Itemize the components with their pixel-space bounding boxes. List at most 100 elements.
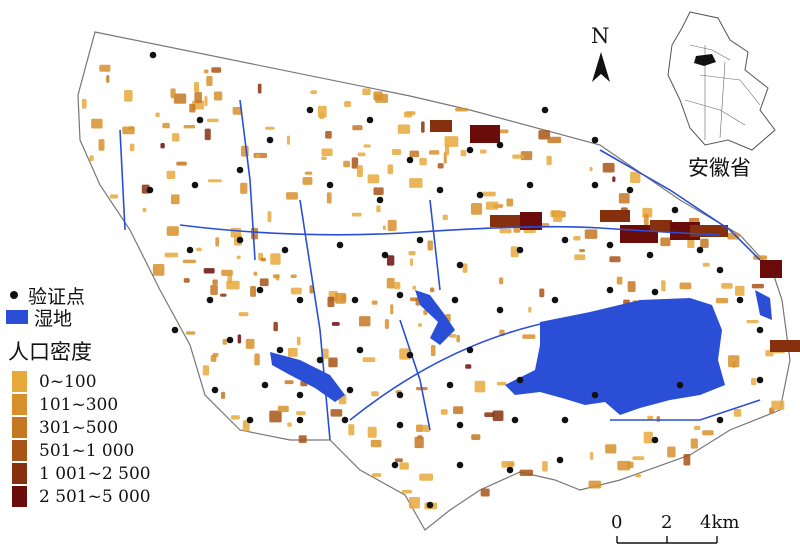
density-patch: [284, 380, 294, 385]
validation-point: [266, 136, 274, 144]
wetland-east-fringe: [755, 290, 772, 320]
density-patch: [386, 255, 395, 266]
density-patch: [265, 126, 275, 130]
river-line: [179, 224, 721, 236]
density-patch: [506, 198, 514, 207]
validation-point: [476, 191, 484, 199]
scale-tick-0: 0: [611, 512, 623, 533]
density-patch: [386, 277, 395, 289]
validation-point: [516, 376, 524, 384]
validation-point: [226, 336, 234, 344]
density-patch: [166, 226, 179, 236]
density-patch: [351, 212, 362, 217]
density-patch: [474, 380, 486, 393]
wetland-branch-southwest: [270, 352, 345, 402]
density-patch: [445, 144, 450, 156]
density-patch: [523, 229, 536, 234]
density-patch: [513, 226, 521, 233]
density-patch: [176, 161, 187, 166]
density-patch: [370, 439, 382, 448]
density-patch: [302, 177, 313, 185]
density-patch: [397, 124, 411, 134]
validation-point: [191, 181, 199, 189]
density-patch: [196, 247, 202, 252]
density-patch: [259, 278, 269, 287]
density-patch: [419, 157, 427, 166]
validation-point: [556, 456, 564, 464]
density-patch: [236, 255, 241, 260]
density-patch: [335, 292, 346, 304]
density-patch: [405, 111, 416, 116]
validation-point: [381, 251, 389, 259]
density-patch: [277, 405, 289, 413]
validation-point: [516, 246, 524, 254]
density-patch: [373, 187, 384, 196]
density-patch: [226, 280, 240, 290]
density-patch: [185, 331, 196, 335]
density-patch: [298, 435, 307, 443]
density-patch: [643, 431, 653, 444]
validation-point: [451, 296, 459, 304]
high-density-patch: [520, 212, 542, 230]
validation-point: [296, 391, 304, 399]
validation-point: [466, 346, 474, 354]
validation-point: [591, 391, 599, 399]
validation-point: [346, 386, 354, 394]
validation-point: [261, 381, 269, 389]
density-patch: [162, 122, 170, 129]
density-patch: [245, 338, 255, 349]
density-patch: [251, 227, 259, 240]
density-patch: [124, 89, 133, 102]
density-patch: [390, 304, 394, 315]
wetland-lake: [505, 298, 725, 415]
validation-point: [456, 461, 464, 469]
density-patch: [344, 101, 351, 108]
density-patch: [612, 176, 616, 183]
validation-point: [551, 296, 559, 304]
validation-point: [281, 246, 289, 254]
legend-point-label: 验证点: [28, 285, 86, 308]
density-patch: [694, 425, 701, 431]
map-legend: 验证点 湿地 人口密度 0~100 101~300 301~500 501~1 …: [6, 284, 196, 508]
study-area-highlight: [694, 54, 716, 66]
high-density-patch: [600, 210, 630, 222]
density-patch: [632, 456, 645, 461]
density-patch: [746, 319, 759, 324]
density-patch: [319, 113, 325, 120]
density-patch: [512, 154, 525, 159]
river-line: [349, 319, 561, 421]
validation-point: [406, 156, 414, 164]
validation-point: [296, 416, 304, 424]
density-patch: [605, 444, 617, 454]
validation-point: [756, 326, 764, 334]
density-patch: [453, 406, 464, 414]
density-class: 101~300: [6, 393, 196, 416]
density-patch: [142, 207, 147, 213]
validation-point: [366, 116, 374, 124]
density-patch: [394, 458, 403, 463]
river-line: [299, 199, 331, 441]
density-patch: [202, 365, 210, 376]
density-patch: [189, 103, 196, 113]
density-patch: [553, 211, 563, 223]
density-patch: [618, 193, 630, 204]
density-patch: [771, 400, 785, 410]
density-patch: [401, 489, 413, 494]
density-patch: [409, 258, 414, 266]
density-patch: [700, 238, 709, 249]
density-patch: [687, 237, 695, 249]
density-patch: [679, 282, 692, 290]
density-patch: [455, 107, 469, 112]
scale-tick-4km: 4km: [700, 512, 740, 533]
river-line: [429, 199, 441, 291]
density-patch: [183, 124, 196, 129]
density-patch: [702, 430, 714, 436]
validation-point: [149, 51, 157, 59]
density-patch: [363, 144, 371, 148]
density-patch: [287, 347, 298, 357]
density-patch: [287, 422, 292, 427]
density-patch: [371, 473, 382, 477]
density-patch: [609, 256, 621, 263]
density-patch: [542, 461, 548, 472]
